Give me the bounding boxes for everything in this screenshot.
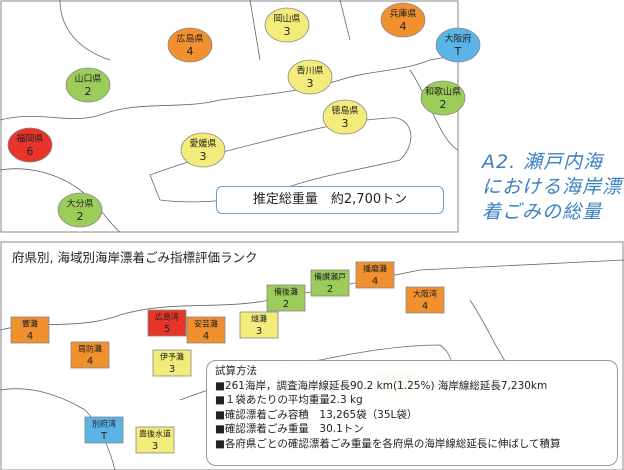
prefecture-rank: 3 [200, 150, 207, 163]
method-line: ■261海岸，調査海岸線延長90.2 km(1.25%) 海岸線総延長7,230… [215, 379, 548, 392]
method-line: ■確認漂着ごみ重量 30.1トン [215, 423, 364, 435]
sea-box [355, 261, 395, 289]
total-box: 推定総重量 約2,700トン [216, 186, 444, 214]
sea-rank: 3 [169, 364, 175, 375]
prefecture-name: 兵庫県 [389, 8, 416, 20]
prefecture-bubble [57, 192, 103, 228]
method-title: 試算方法 [215, 365, 257, 377]
sea-box [70, 341, 110, 369]
side-title: A2. 瀬戸内海における海岸漂着ごみの総量 [482, 151, 623, 223]
prefecture-bubble [180, 132, 226, 168]
prefecture-name: 広島県 [176, 33, 203, 45]
sea-box [10, 316, 50, 344]
prefecture-name: 香川県 [296, 66, 323, 77]
prefecture-name: 和歌山県 [425, 86, 461, 98]
prefecture-rank: 4 [187, 45, 194, 58]
prefecture-name: 山口県 [74, 74, 101, 85]
prefecture-bubble [287, 59, 333, 95]
prefecture-name: 徳島県 [331, 105, 358, 117]
sea-name: 大阪湾 [413, 289, 437, 299]
bottom-title: 府県別, 海域別海岸漂着ごみ指標評価ランク [12, 250, 258, 265]
sea-name: 周防灘 [78, 344, 102, 354]
sea-name: 燧灘 [251, 314, 267, 324]
sea-box [152, 349, 192, 377]
sea-box [135, 426, 175, 454]
sea-box [405, 286, 445, 314]
sea-name: 備讃瀬戸 [314, 272, 346, 282]
prefecture-rank: 4 [400, 20, 407, 33]
prefecture-rank: T [454, 45, 462, 58]
sea-rank: 5 [164, 324, 170, 335]
prefecture-bubble [380, 2, 426, 38]
sea-box [310, 269, 350, 297]
prefecture-bubble [264, 7, 310, 43]
method-line: ■各府県ごとの確認漂着ごみ重量を各府県の海岸線総延長に伸ばして積算 [215, 437, 561, 450]
sea-rank: 4 [203, 331, 209, 342]
prefecture-rank: 2 [77, 210, 84, 223]
sea-name: 別府湾 [92, 419, 116, 429]
sea-name: 伊予灘 [160, 352, 184, 362]
prefecture-name: 大分県 [66, 198, 93, 210]
sea-rank: T [100, 431, 108, 442]
sea-rank: 3 [152, 441, 158, 452]
sea-box [186, 316, 226, 344]
method-line: ■確認漂着ごみ容積 13,265袋（35L袋） [215, 408, 418, 421]
sea-rank: 4 [87, 356, 93, 367]
sea-rank: 4 [422, 301, 428, 312]
method-box: 試算方法 ■261海岸，調査海岸線延長90.2 km(1.25%) 海岸線総延長… [206, 360, 618, 466]
sea-box [266, 284, 306, 312]
sea-name: 響灘 [22, 319, 38, 329]
prefecture-bubble [420, 80, 466, 116]
prefecture-rank: 3 [307, 77, 314, 90]
prefecture-bubble [435, 27, 481, 63]
sea-rank: 4 [27, 331, 33, 342]
sea-box [84, 416, 124, 444]
sea-box [239, 311, 279, 339]
method-line: ■１袋あたりの平均重量2.3 kg [215, 394, 363, 406]
prefecture-name: 大阪府 [444, 33, 471, 45]
sea-name: 播磨灘 [363, 264, 387, 274]
prefecture-name: 福岡県 [16, 133, 43, 145]
prefecture-rank: 2 [85, 85, 92, 98]
prefecture-rank: 6 [27, 145, 34, 158]
prefecture-rank: 3 [284, 25, 291, 38]
prefecture-rank: 3 [342, 117, 349, 130]
prefecture-name: 岡山県 [273, 14, 300, 25]
sea-name: 広島湾 [155, 312, 179, 322]
prefecture-rank: 2 [440, 98, 447, 111]
sea-rank: 3 [256, 326, 262, 337]
prefecture-bubble [167, 27, 213, 63]
prefecture-bubble [7, 127, 53, 163]
sea-name: 豊後水道 [139, 429, 171, 439]
prefecture-bubble [322, 99, 368, 135]
sea-name: 備後灘 [274, 287, 298, 297]
sea-name: 安芸灘 [194, 319, 218, 329]
prefecture-name: 愛媛県 [189, 138, 216, 150]
prefecture-bubble [65, 67, 111, 103]
method-lines: ■261海岸，調査海岸線延長90.2 km(1.25%) 海岸線総延長7,230… [215, 379, 609, 452]
sea-rank: 2 [327, 284, 333, 295]
sea-rank: 4 [372, 276, 378, 287]
sea-rank: 2 [283, 299, 289, 310]
sea-box [147, 309, 187, 337]
